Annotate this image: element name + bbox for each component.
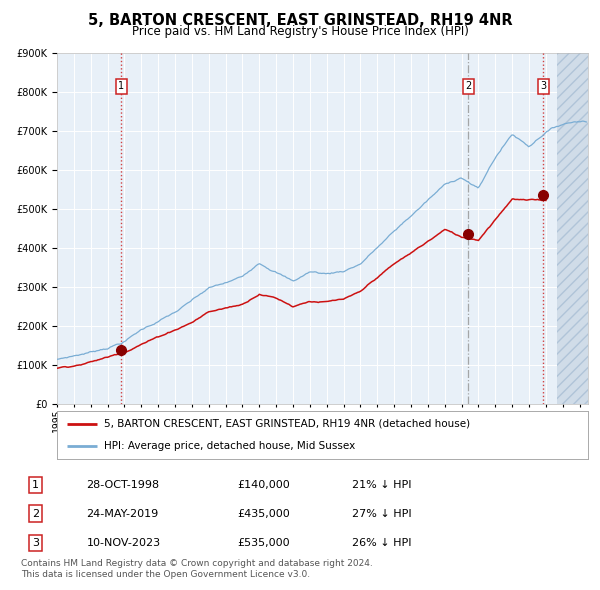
Text: 2: 2 [465, 81, 471, 91]
Text: 28-OCT-1998: 28-OCT-1998 [86, 480, 160, 490]
Text: 5, BARTON CRESCENT, EAST GRINSTEAD, RH19 4NR (detached house): 5, BARTON CRESCENT, EAST GRINSTEAD, RH19… [104, 419, 470, 429]
Text: £535,000: £535,000 [238, 538, 290, 548]
Text: This data is licensed under the Open Government Licence v3.0.: This data is licensed under the Open Gov… [21, 570, 310, 579]
Text: 1: 1 [32, 480, 39, 490]
Text: HPI: Average price, detached house, Mid Sussex: HPI: Average price, detached house, Mid … [104, 441, 355, 451]
Text: Contains HM Land Registry data © Crown copyright and database right 2024.: Contains HM Land Registry data © Crown c… [21, 559, 373, 568]
Text: 10-NOV-2023: 10-NOV-2023 [86, 538, 161, 548]
Text: 27% ↓ HPI: 27% ↓ HPI [352, 509, 411, 519]
Text: 26% ↓ HPI: 26% ↓ HPI [352, 538, 411, 548]
Text: 24-MAY-2019: 24-MAY-2019 [86, 509, 159, 519]
Text: 1: 1 [118, 81, 124, 91]
Text: 3: 3 [32, 538, 39, 548]
Text: 5, BARTON CRESCENT, EAST GRINSTEAD, RH19 4NR: 5, BARTON CRESCENT, EAST GRINSTEAD, RH19… [88, 13, 512, 28]
Bar [557, 53, 588, 404]
Text: £140,000: £140,000 [238, 480, 290, 490]
Text: £435,000: £435,000 [238, 509, 290, 519]
Text: 21% ↓ HPI: 21% ↓ HPI [352, 480, 411, 490]
Text: 3: 3 [541, 81, 547, 91]
Text: Price paid vs. HM Land Registry's House Price Index (HPI): Price paid vs. HM Land Registry's House … [131, 25, 469, 38]
Text: 2: 2 [32, 509, 39, 519]
